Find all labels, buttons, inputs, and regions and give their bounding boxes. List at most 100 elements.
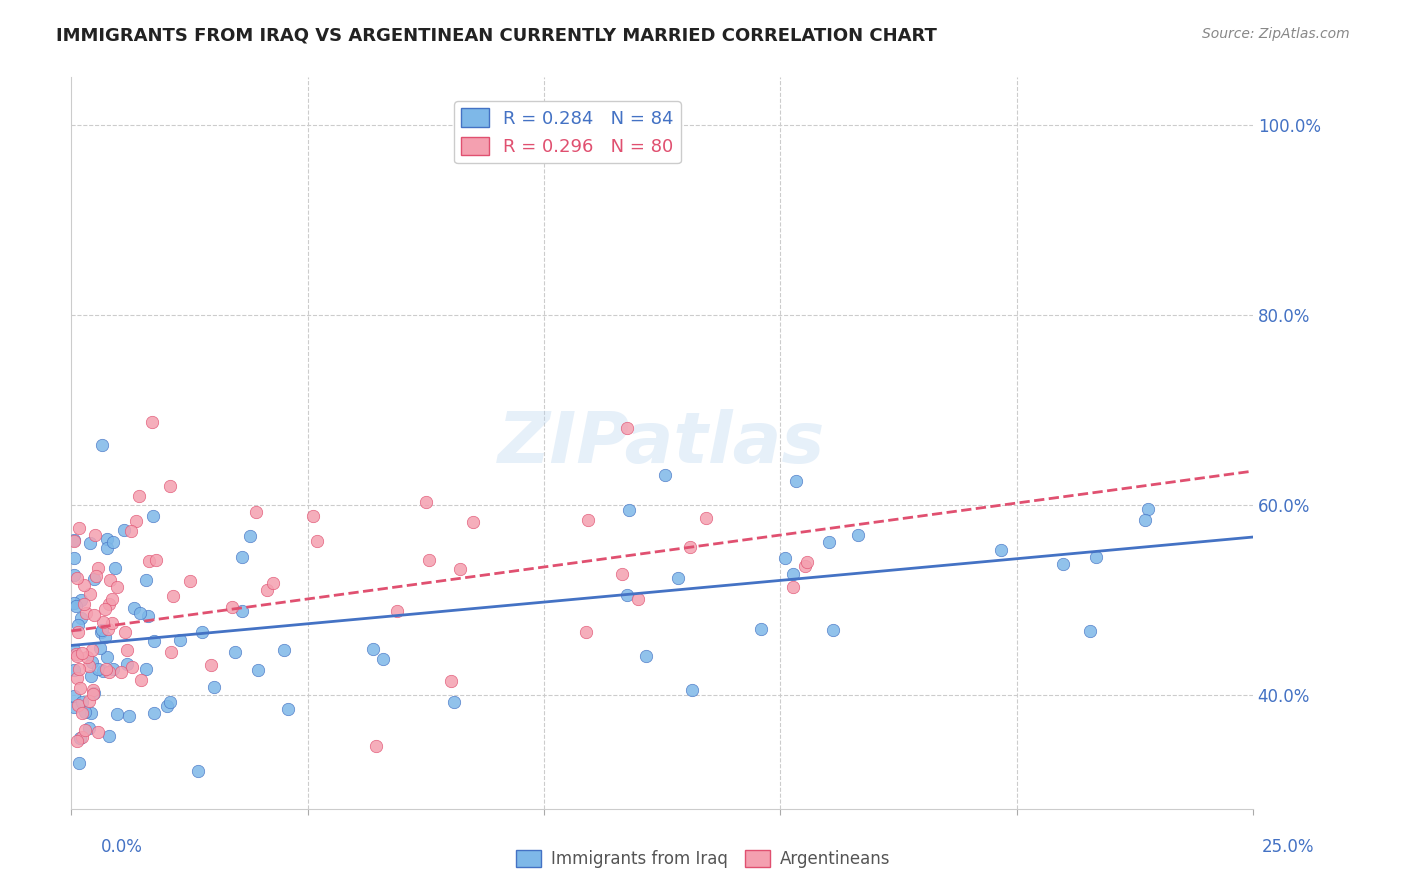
Immigrants from Iraq (91, 664, 114, 678)
Argentineans (610, 566, 633, 581)
Argentineans (439, 673, 461, 688)
Immigrants from Iraq (62, 551, 84, 566)
Immigrants from Iraq (79, 535, 101, 549)
Immigrants from Iraq (90, 624, 112, 639)
Immigrants from Iraq (156, 698, 179, 713)
Argentineans (76, 649, 98, 664)
Immigrants from Iraq (277, 702, 299, 716)
Argentineans (418, 552, 440, 566)
Immigrants from Iraq (273, 643, 295, 657)
Immigrants from Iraq (135, 662, 157, 676)
Argentineans (77, 658, 100, 673)
Argentineans (67, 625, 90, 640)
Immigrants from Iraq (62, 690, 84, 704)
Argentineans (627, 591, 650, 606)
Immigrants from Iraq (821, 623, 844, 637)
Immigrants from Iraq (1133, 513, 1156, 527)
Immigrants from Iraq (83, 572, 105, 586)
Immigrants from Iraq (159, 695, 181, 709)
Immigrants from Iraq (187, 764, 209, 778)
Immigrants from Iraq (1052, 557, 1074, 571)
Immigrants from Iraq (990, 542, 1012, 557)
Argentineans (66, 733, 89, 747)
Immigrants from Iraq (67, 618, 90, 632)
Argentineans (83, 528, 105, 542)
Argentineans (73, 597, 96, 611)
Immigrants from Iraq (817, 534, 839, 549)
Immigrants from Iraq (169, 632, 191, 647)
Immigrants from Iraq (105, 707, 128, 722)
Argentineans (221, 600, 243, 615)
Argentineans (101, 592, 124, 607)
Argentineans (82, 642, 104, 657)
Argentineans (73, 578, 96, 592)
Argentineans (463, 515, 485, 529)
Immigrants from Iraq (96, 649, 118, 664)
Immigrants from Iraq (654, 467, 676, 482)
Argentineans (66, 649, 89, 664)
Argentineans (93, 602, 115, 616)
Immigrants from Iraq (96, 533, 118, 547)
Immigrants from Iraq (616, 588, 638, 602)
Argentineans (83, 608, 105, 623)
Immigrants from Iraq (634, 648, 657, 663)
Argentineans (415, 495, 437, 509)
Argentineans (77, 694, 100, 708)
Argentineans (449, 561, 471, 575)
Argentineans (782, 580, 804, 594)
Argentineans (301, 508, 323, 523)
Argentineans (131, 673, 153, 687)
Argentineans (179, 574, 201, 588)
Immigrants from Iraq (103, 561, 125, 575)
Immigrants from Iraq (79, 669, 101, 683)
Argentineans (82, 682, 104, 697)
Immigrants from Iraq (62, 596, 84, 610)
Immigrants from Iraq (224, 645, 246, 659)
Argentineans (98, 573, 121, 587)
Argentineans (385, 604, 408, 618)
Argentineans (86, 725, 108, 739)
Immigrants from Iraq (63, 533, 86, 548)
Argentineans (70, 706, 93, 721)
Argentineans (98, 665, 121, 679)
Argentineans (262, 575, 284, 590)
Argentineans (65, 571, 87, 585)
Immigrants from Iraq (617, 502, 640, 516)
Immigrants from Iraq (115, 657, 138, 671)
Immigrants from Iraq (62, 567, 84, 582)
Argentineans (128, 489, 150, 503)
Argentineans (94, 662, 117, 676)
Immigrants from Iraq (124, 601, 146, 615)
Argentineans (70, 646, 93, 660)
Immigrants from Iraq (143, 634, 166, 648)
Immigrants from Iraq (846, 528, 869, 542)
Argentineans (67, 698, 90, 712)
Argentineans (117, 643, 139, 657)
Immigrants from Iraq (69, 756, 91, 771)
Immigrants from Iraq (94, 630, 117, 644)
Immigrants from Iraq (72, 695, 94, 709)
Argentineans (256, 582, 278, 597)
Text: 0.0%: 0.0% (101, 838, 143, 855)
Immigrants from Iraq (70, 611, 93, 625)
Argentineans (794, 559, 817, 574)
Immigrants from Iraq (231, 549, 253, 564)
Argentineans (121, 660, 143, 674)
Argentineans (114, 624, 136, 639)
Immigrants from Iraq (143, 706, 166, 721)
Immigrants from Iraq (77, 721, 100, 735)
Argentineans (159, 479, 181, 493)
Immigrants from Iraq (773, 550, 796, 565)
Immigrants from Iraq (371, 651, 394, 665)
Argentineans (138, 554, 160, 568)
Argentineans (97, 623, 120, 637)
Argentineans (84, 569, 107, 583)
Argentineans (75, 606, 97, 620)
Immigrants from Iraq (666, 571, 689, 585)
Immigrants from Iraq (117, 709, 139, 723)
Immigrants from Iraq (91, 438, 114, 452)
Immigrants from Iraq (103, 534, 125, 549)
Immigrants from Iraq (112, 523, 135, 537)
Text: Source: ZipAtlas.com: Source: ZipAtlas.com (1202, 27, 1350, 41)
Argentineans (105, 580, 128, 594)
